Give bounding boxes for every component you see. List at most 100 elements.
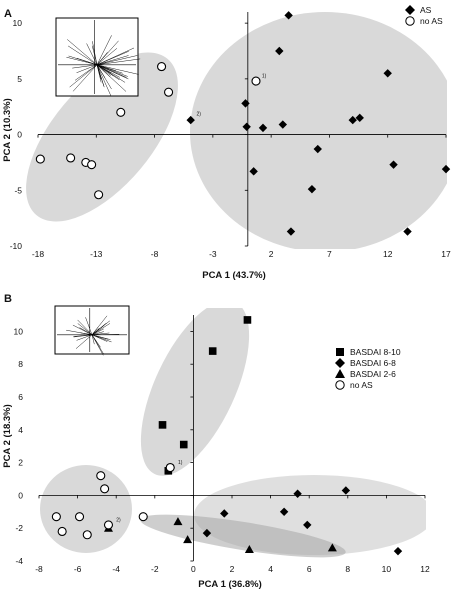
y-tick-label: 0 [18,490,23,500]
inset-loading-vector [96,55,129,66]
inset-loading-vector [96,58,141,66]
panel-b-y-axis-title: PCA 2 (18.3%) [2,404,13,468]
legend-label-basdai-6-8: BASDAI 6-8 [350,358,396,368]
panel-a-axes: -18 -13 -8 -3 2 7 12 17 10 5 0 -5 -10 [10,12,451,259]
data-point-no-as [116,107,126,117]
data-point-as [355,113,364,123]
x-tick-label: -2 [151,564,159,574]
inset-loading-vector [74,64,98,81]
data-point-as [241,99,250,108]
inset-loading-vector [68,45,98,65]
panel-a-cluster-shading [26,12,447,249]
data-point-as [348,115,357,125]
data-point-basdai-2-6 [327,543,337,552]
inset-loading-vector [85,317,93,335]
y-tick-label: 8 [18,359,23,369]
y-tick-label: -2 [15,523,23,533]
inset-loading-vector [72,64,98,92]
panel-a-x-axis-title: PCA 1 (43.7%) [202,270,266,281]
data-point-no-as [165,462,175,473]
legend-item-no-as: no AS [335,380,373,390]
inset-loading-vector [86,43,98,65]
x-tick-label: -13 [90,249,103,259]
no-as-cluster-ellipse [26,52,178,222]
inset-loading-vector [96,64,128,77]
inset-loading-vector [96,64,111,76]
inset-loading-vector [96,40,119,65]
data-point-basdai-6-8 [303,520,312,530]
point-annotation: 2) [197,112,202,118]
data-point-as [286,227,296,236]
data-point-basdai-2-6 [173,517,183,526]
data-point-no-as [57,526,67,537]
x-tick-label: 7 [327,249,332,259]
panel-a-letter: A [4,8,12,20]
x-tick-label: 4 [268,564,273,574]
x-tick-label: 0 [191,564,196,574]
inset-loading-vector [96,64,112,90]
panel-a-y-axis-title: PCA 2 (10.3%) [2,98,13,162]
inset-loading-vector [96,64,120,78]
data-point-no-as [103,520,114,530]
data-point-as [383,69,392,78]
x-tick-label: 6 [307,564,312,574]
x-tick-label: 12 [420,564,430,574]
data-point-basdai-6-8 [279,507,289,516]
inset-loading-vector [91,315,108,335]
data-point-basdai-6-8 [341,486,351,495]
inset-loading-vector [76,334,93,341]
inset-loading-vector [91,325,105,335]
inset-loading-vector [96,55,138,66]
data-point-as [313,144,322,154]
x-tick-label: -8 [151,249,159,259]
panel-b-axes: -8 -6 -4 -2 0 2 4 6 8 10 12 10 8 6 4 2 0 -2 -4 [14,315,430,574]
inset-loading-vector [77,323,93,335]
inset-loading-vector [96,64,126,83]
y-tick-label: 0 [17,130,22,140]
inset-loading-vector [79,327,93,335]
x-tick-label: 2 [269,249,274,259]
data-point-no-as [138,512,148,522]
data-point-as [275,46,284,56]
data-point-as [284,11,293,20]
inset-loading-vector [91,45,98,65]
y-tick-label: 10 [13,18,23,28]
data-point-basdai-6-8 [393,546,403,556]
data-point-no-as [51,512,61,522]
data-point-no-as [251,76,261,86]
data-point-no-as [96,471,106,481]
inset-loading-vector [96,64,102,79]
inset-loading-vector [76,64,98,73]
x-tick-label: -6 [74,564,82,574]
inset-loading-vector [91,334,105,355]
inset-loading-vector [91,334,112,343]
no-as-cluster-ellipse [40,465,132,553]
inset-loading-vector [96,48,118,65]
inset-loading-vector [91,334,95,345]
inset-loading-vector [73,334,93,337]
data-point-no-as [82,530,92,540]
x-tick-label: 8 [345,564,350,574]
inset-loading-vector [67,39,98,65]
inset-loading-vector [80,332,93,336]
panel-a-marks: 1) 2) [35,11,451,236]
inset-loading-vector [96,64,123,74]
data-point-as [278,120,287,129]
inset-loading-vector [66,56,98,66]
legend-label-basdai-8-10: BASDAI 8-10 [350,347,401,357]
data-point-basdai-2-6 [244,545,254,554]
y-tick-label: -4 [15,556,23,566]
data-point-basdai-6-8 [220,509,229,518]
inset-loading-vector [96,64,112,97]
panel-a-legend: AS no AS [405,5,443,26]
data-point-basdai-6-8 [293,489,302,498]
x-tick-label: -4 [112,564,120,574]
panel-b-marks: 1) 2) [51,316,403,556]
x-tick-label: -8 [35,564,43,574]
data-point-as [389,160,398,169]
data-point-no-as [66,153,76,163]
legend-label-no-as: no AS [420,16,443,26]
panel-a: A -18 -13 -8 -3 2 7 12 17 10 5 0 -5 -10 1) 2) PCA 1 (… [2,5,451,281]
as-cluster-ellipse [190,12,447,249]
